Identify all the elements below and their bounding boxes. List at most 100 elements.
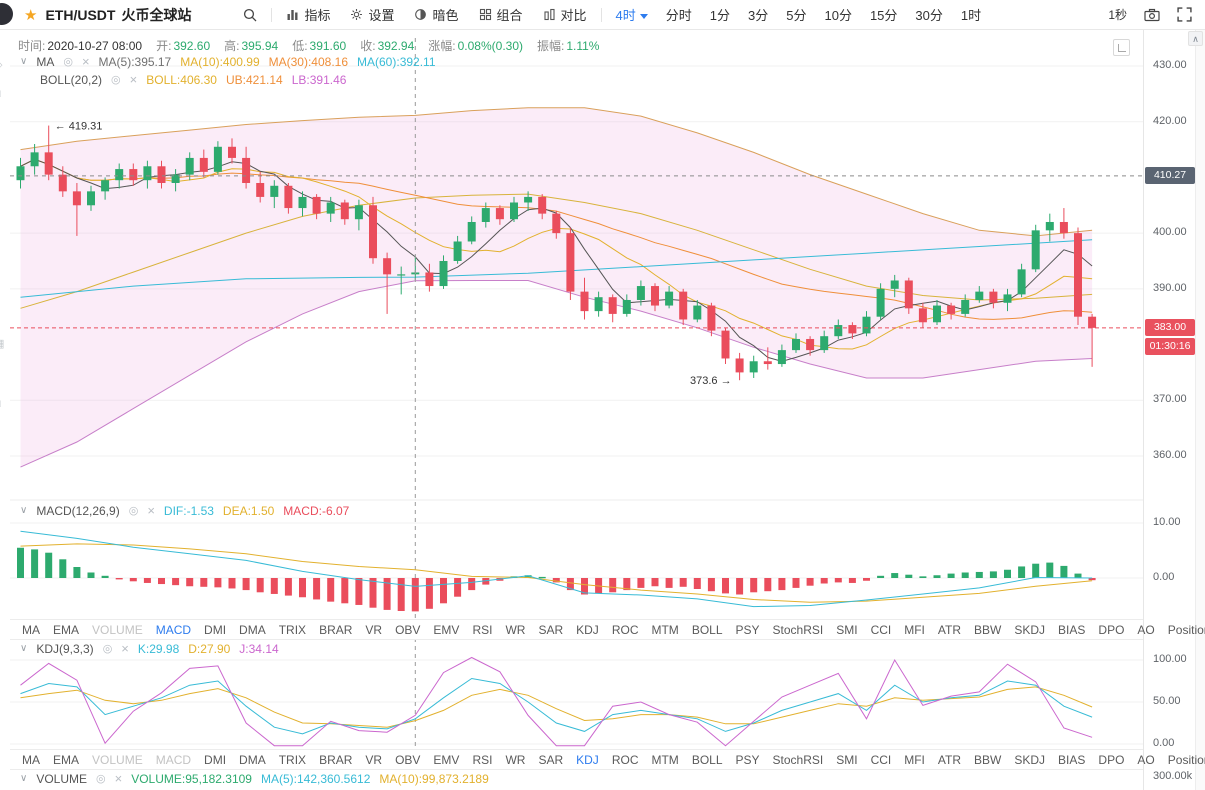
timeframe-4时[interactable]: 4时 (616, 5, 648, 24)
indicator-tab-wr-1[interactable]: WR (505, 622, 526, 637)
indicator-tab-psy-1[interactable]: PSY (735, 622, 760, 637)
indicator-tab-roc-1[interactable]: ROC (611, 622, 639, 637)
collapse-icon[interactable]: ∨ (20, 56, 28, 67)
indicator-tab-ema-1[interactable]: EMA (53, 622, 80, 637)
indicator-tab-macd-1[interactable]: MACD (155, 622, 192, 637)
indicator-tab-smi-2[interactable]: SMI (836, 752, 858, 767)
indicator-tab-ma-1[interactable]: MA (22, 622, 40, 637)
floating-widget[interactable] (0, 3, 13, 25)
menu-layout[interactable]: 组合 (479, 5, 523, 24)
visibility-icon[interactable]: ◎ (111, 74, 121, 86)
menu-theme[interactable]: 暗色 (414, 5, 459, 24)
indicator-tab-bias-2[interactable]: BIAS (1058, 752, 1086, 767)
close-icon[interactable]: × (129, 72, 138, 87)
search-icon[interactable] (243, 8, 257, 22)
indicator-tab-roc-2[interactable]: ROC (611, 752, 639, 767)
indicator-tab-emv-2[interactable]: EMV (433, 752, 460, 767)
tool-icon[interactable]: □ (0, 398, 1, 410)
close-icon[interactable]: × (114, 771, 123, 786)
indicator-tab-volume-2[interactable]: VOLUME (92, 752, 143, 767)
indicator-tab-dmi-1[interactable]: DMI (204, 622, 227, 637)
indicator-tab-psy-2[interactable]: PSY (735, 752, 760, 767)
indicator-tab-emv-1[interactable]: EMV (433, 622, 460, 637)
indicator-tab-atr-2[interactable]: ATR (937, 752, 962, 767)
indicator-tab-boll-2[interactable]: BOLL (691, 752, 723, 767)
indicator-tab-position-2[interactable]: Position (1167, 752, 1205, 767)
timeframe-3分[interactable]: 3分 (748, 8, 769, 23)
right-scrollbar[interactable] (1195, 30, 1205, 790)
indicator-tab-mfi-1[interactable]: MFI (904, 622, 925, 637)
indicator-tab-cci-1[interactable]: CCI (870, 622, 892, 637)
indicator-tab-stochrsi-1[interactable]: StochRSI (772, 622, 824, 637)
indicator-tab-position-1[interactable]: Position (1167, 622, 1205, 637)
indicator-tab-vr-2[interactable]: VR (365, 752, 383, 767)
indicator-tab-boll-1[interactable]: BOLL (691, 622, 723, 637)
fullscreen-icon[interactable] (1177, 7, 1192, 22)
indicator-tab-mfi-2[interactable]: MFI (904, 752, 925, 767)
camera-icon[interactable] (1144, 8, 1160, 22)
indicator-tab-kdj-1[interactable]: KDJ (576, 622, 599, 637)
scroll-up-icon[interactable]: ∧ (1188, 31, 1203, 46)
indicator-tab-ao-1[interactable]: AO (1137, 622, 1155, 637)
timeframe-1时[interactable]: 1时 (960, 8, 982, 23)
indicator-tab-mtm-1[interactable]: MTM (651, 622, 679, 637)
indicator-tab-obv-1[interactable]: OBV (395, 622, 421, 637)
indicator-tab-dma-2[interactable]: DMA (239, 752, 266, 767)
collapse-icon[interactable]: ∨ (20, 505, 28, 516)
indicator-tab-stochrsi-2[interactable]: StochRSI (772, 752, 824, 767)
timeframe-30分[interactable]: 30分 (915, 8, 943, 23)
indicator-tab-cci-2[interactable]: CCI (870, 752, 892, 767)
indicator-tab-bias-1[interactable]: BIAS (1058, 622, 1086, 637)
visibility-icon[interactable]: ◎ (96, 773, 106, 785)
indicator-tab-ma-2[interactable]: MA (22, 752, 40, 767)
timeframe-15分[interactable]: 15分 (869, 8, 898, 23)
collapse-icon[interactable]: ∨ (20, 643, 28, 654)
tool-icon[interactable]: □ (0, 88, 1, 100)
indicator-tab-dma-1[interactable]: DMA (239, 622, 266, 637)
indicator-tab-smi-1[interactable]: SMI (836, 622, 858, 637)
indicator-tab-obv-2[interactable]: OBV (395, 752, 421, 767)
indicator-tab-kdj-2[interactable]: KDJ (576, 752, 599, 767)
visibility-icon[interactable]: ◎ (128, 505, 139, 517)
indicator-tab-atr-1[interactable]: ATR (937, 622, 962, 637)
collapse-icon[interactable]: ∨ (20, 773, 28, 784)
indicator-tab-dpo-1[interactable]: DPO (1098, 622, 1125, 637)
close-icon[interactable]: × (147, 503, 155, 518)
indicator-tab-vr-1[interactable]: VR (365, 622, 383, 637)
indicator-tab-skdj-2[interactable]: SKDJ (1014, 752, 1046, 767)
menu-gear[interactable]: 设置 (350, 5, 394, 24)
price-chart-canvas[interactable]: ← 419.31 373.6 → (10, 30, 1143, 790)
timeframe-1分[interactable]: 1分 (709, 8, 731, 23)
close-icon[interactable]: × (81, 54, 90, 69)
indicator-tab-brar-2[interactable]: BRAR (319, 752, 353, 767)
timeframe-5分[interactable]: 5分 (786, 8, 807, 23)
indicator-tab-dpo-2[interactable]: DPO (1098, 752, 1125, 767)
tool-icon[interactable]: ▦ (0, 337, 4, 350)
indicator-tab-wr-2[interactable]: WR (505, 752, 526, 767)
indicator-tab-bbw-1[interactable]: BBW (974, 622, 1002, 637)
timeframe-分时[interactable]: 分时 (665, 8, 692, 23)
timeframe-10分[interactable]: 10分 (824, 8, 852, 23)
indicator-tab-ema-2[interactable]: EMA (53, 752, 80, 767)
indicator-tab-sar-2[interactable]: SAR (538, 752, 564, 767)
menu-compare[interactable]: 对比 (543, 5, 587, 24)
indicator-tab-volume-1[interactable]: VOLUME (92, 622, 143, 637)
tool-icon[interactable]: ◇ (0, 58, 2, 71)
indicator-tab-rsi-1[interactable]: RSI (472, 622, 493, 637)
price-axis[interactable]: 410.27 383.00 01:30:16 300.00k 430.00 420… (1143, 30, 1195, 790)
indicator-tab-macd-2[interactable]: MACD (155, 752, 192, 767)
indicator-tab-brar-1[interactable]: BRAR (319, 622, 353, 637)
indicator-tab-skdj-1[interactable]: SKDJ (1014, 622, 1046, 637)
indicator-tab-rsi-2[interactable]: RSI (472, 752, 493, 767)
indicator-tab-sar-1[interactable]: SAR (538, 622, 564, 637)
refresh-interval-button[interactable]: 1秒 (1108, 8, 1127, 22)
popout-icon[interactable] (1113, 39, 1130, 56)
close-icon[interactable]: × (121, 641, 129, 656)
visibility-icon[interactable]: ◎ (63, 56, 73, 68)
favorite-star-icon[interactable]: ★ (24, 6, 38, 24)
indicator-tab-trix-2[interactable]: TRIX (278, 752, 307, 767)
indicator-tab-trix-1[interactable]: TRIX (278, 622, 307, 637)
menu-indicator[interactable]: 指标 (286, 5, 330, 24)
visibility-icon[interactable]: ◎ (102, 643, 113, 655)
indicator-tab-bbw-2[interactable]: BBW (974, 752, 1002, 767)
